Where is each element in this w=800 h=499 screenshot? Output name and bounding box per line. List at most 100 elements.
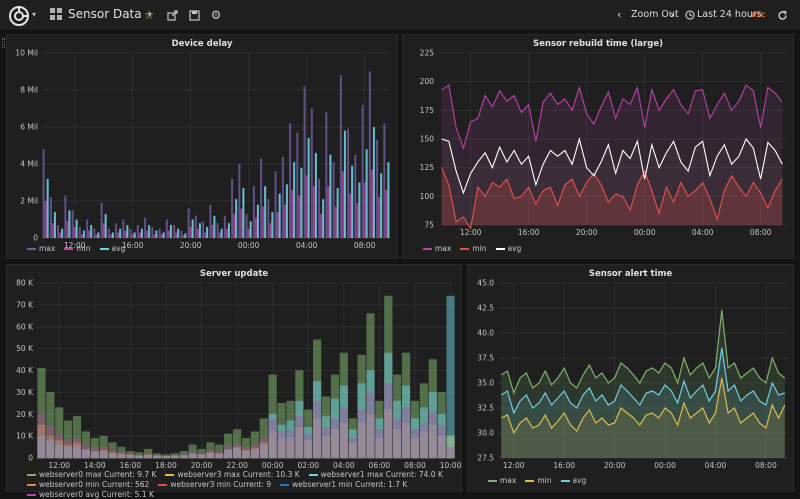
bar[interactable] xyxy=(384,352,393,459)
bar[interactable] xyxy=(82,230,85,238)
bar[interactable] xyxy=(320,213,323,238)
bar[interactable] xyxy=(291,189,294,238)
bar[interactable] xyxy=(97,232,100,238)
bar[interactable] xyxy=(138,232,141,238)
bar[interactable] xyxy=(402,407,411,459)
bar[interactable] xyxy=(310,108,313,239)
bar[interactable] xyxy=(55,433,64,459)
bar[interactable] xyxy=(348,438,357,459)
bar[interactable] xyxy=(144,455,153,459)
bar[interactable] xyxy=(313,381,322,459)
bar[interactable] xyxy=(194,215,197,238)
bar[interactable] xyxy=(146,230,149,238)
bar[interactable] xyxy=(264,186,267,238)
bar[interactable] xyxy=(372,127,375,238)
bar[interactable] xyxy=(313,400,322,459)
chevron-right-icon[interactable]: › xyxy=(670,8,675,21)
bar[interactable] xyxy=(104,213,107,238)
series-line[interactable] xyxy=(500,347,786,415)
bar[interactable] xyxy=(262,206,265,238)
bar[interactable] xyxy=(75,219,78,239)
bar[interactable] xyxy=(368,71,371,239)
bar[interactable] xyxy=(356,202,359,238)
bar[interactable] xyxy=(428,411,437,459)
bar[interactable] xyxy=(223,215,226,238)
bar[interactable] xyxy=(78,226,81,238)
bar[interactable] xyxy=(46,424,55,459)
bar[interactable] xyxy=(341,171,344,238)
bar[interactable] xyxy=(90,447,99,459)
bar[interactable] xyxy=(49,197,52,238)
bar[interactable] xyxy=(57,225,60,238)
series-line[interactable] xyxy=(441,167,783,230)
bar[interactable] xyxy=(339,75,342,238)
bar[interactable] xyxy=(117,232,120,238)
bar[interactable] xyxy=(117,454,126,459)
bar[interactable] xyxy=(295,400,304,459)
bar[interactable] xyxy=(283,204,286,238)
bar[interactable] xyxy=(446,295,455,459)
bar[interactable] xyxy=(177,228,180,238)
bar[interactable] xyxy=(215,453,224,459)
bar[interactable] xyxy=(80,234,83,238)
time-range-picker[interactable]: Last 24 hours xyxy=(697,9,762,20)
bar[interactable] xyxy=(357,383,366,459)
bar[interactable] xyxy=(318,178,321,238)
bar[interactable] xyxy=(140,228,143,238)
bar[interactable] xyxy=(343,130,346,238)
bar[interactable] xyxy=(233,447,242,459)
bar[interactable] xyxy=(254,217,257,238)
bar[interactable] xyxy=(240,208,243,238)
bar[interactable] xyxy=(68,210,71,238)
bar[interactable] xyxy=(437,424,446,459)
bar[interactable] xyxy=(339,407,348,459)
bar[interactable] xyxy=(393,418,402,459)
bar[interactable] xyxy=(64,440,73,459)
bar[interactable] xyxy=(99,451,108,459)
bar[interactable] xyxy=(295,416,304,459)
bar[interactable] xyxy=(256,204,259,238)
bar[interactable] xyxy=(161,455,171,459)
bar[interactable] xyxy=(170,455,179,459)
panel-title[interactable]: Sensor rebuild time (large) xyxy=(533,39,663,49)
bar[interactable] xyxy=(231,178,234,238)
series-line[interactable] xyxy=(441,136,783,195)
bar[interactable] xyxy=(179,454,188,459)
bar[interactable] xyxy=(119,228,122,238)
bar[interactable] xyxy=(133,232,136,238)
bar[interactable] xyxy=(108,453,117,459)
bar[interactable] xyxy=(277,431,286,459)
bar[interactable] xyxy=(307,138,310,238)
legend-item[interactable]: webserver1 min Current: 1.7 K xyxy=(280,480,407,489)
bar[interactable] xyxy=(384,383,393,459)
bar[interactable] xyxy=(305,175,308,238)
bar[interactable] xyxy=(152,455,162,459)
legend-item[interactable]: min xyxy=(64,244,91,253)
bar[interactable] xyxy=(55,444,64,459)
bar[interactable] xyxy=(233,443,242,459)
legend-item[interactable]: min xyxy=(460,244,487,253)
legend-item[interactable]: avg xyxy=(560,476,586,485)
clock-icon[interactable] xyxy=(684,9,695,20)
row-drag-handle[interactable] xyxy=(2,38,5,48)
bar[interactable] xyxy=(281,156,284,238)
bar[interactable] xyxy=(322,199,325,238)
bar[interactable] xyxy=(303,86,306,238)
bar[interactable] xyxy=(277,424,286,459)
bar[interactable] xyxy=(249,221,252,238)
bar[interactable] xyxy=(380,173,383,238)
panel-title[interactable]: Device delay xyxy=(171,39,233,49)
bar[interactable] xyxy=(73,226,76,238)
bar[interactable] xyxy=(233,213,236,238)
gear-icon[interactable]: ⚙ xyxy=(210,8,222,22)
bar[interactable] xyxy=(312,186,315,238)
bar[interactable] xyxy=(95,234,98,238)
legend-item[interactable]: max xyxy=(488,476,516,485)
bar[interactable] xyxy=(366,370,375,459)
bar[interactable] xyxy=(393,400,402,459)
bar[interactable] xyxy=(241,447,251,459)
bar[interactable] xyxy=(160,234,163,238)
bar[interactable] xyxy=(124,230,127,238)
bar[interactable] xyxy=(286,420,295,459)
bar[interactable] xyxy=(238,164,241,238)
